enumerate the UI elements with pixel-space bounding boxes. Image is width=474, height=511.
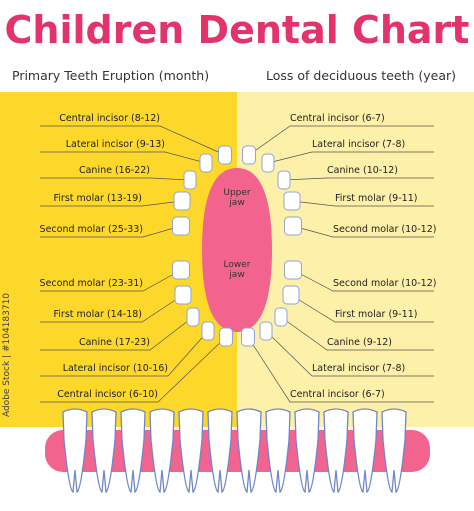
bottom-tooth bbox=[62, 408, 88, 494]
tooth-label: Central incisor (6-7) bbox=[290, 113, 385, 124]
tooth-label: Lateral incisor (10-16) bbox=[62, 363, 168, 374]
leader-line bbox=[280, 316, 434, 351]
leader-line bbox=[248, 125, 434, 156]
leader-line bbox=[283, 177, 434, 181]
leader-line bbox=[40, 316, 194, 351]
leader-line bbox=[247, 336, 434, 403]
tooth-label: Second molar (23-31) bbox=[39, 278, 143, 289]
leader-line bbox=[40, 151, 207, 164]
leader-line bbox=[40, 269, 182, 292]
tooth bbox=[282, 285, 300, 305]
left-panel bbox=[0, 92, 237, 427]
tooth-label: Lateral incisor (7-8) bbox=[312, 363, 406, 374]
leader-line bbox=[40, 330, 209, 377]
bottom-tooth bbox=[381, 408, 407, 494]
leader-line bbox=[40, 200, 183, 207]
tooth bbox=[201, 321, 215, 341]
tooth bbox=[173, 191, 191, 211]
leader-line bbox=[267, 151, 434, 164]
tooth bbox=[274, 307, 288, 327]
left-heading: Primary Teeth Eruption (month) bbox=[12, 68, 210, 83]
bottom-tooth bbox=[294, 408, 320, 494]
tooth bbox=[241, 327, 255, 347]
bottom-tooth bbox=[120, 408, 146, 494]
tooth-label: Central incisor (6-10) bbox=[57, 389, 158, 400]
bottom-tooth bbox=[207, 408, 233, 494]
bottom-tooth bbox=[265, 408, 291, 494]
tooth-label: First molar (13-19) bbox=[53, 193, 142, 204]
tooth-label: Second molar (10-12) bbox=[333, 278, 437, 289]
tooth-label: Canine (9-12) bbox=[327, 337, 392, 348]
leader-line bbox=[40, 177, 191, 181]
tooth-label: Canine (16-22) bbox=[78, 165, 150, 176]
tooth bbox=[199, 153, 213, 173]
tooth-label: Canine (17-23) bbox=[78, 337, 150, 348]
tooth bbox=[172, 260, 190, 280]
bottom-tooth bbox=[323, 408, 349, 494]
leader-line bbox=[290, 294, 434, 323]
tooth-label: Canine (10-12) bbox=[327, 165, 399, 176]
tooth bbox=[183, 170, 197, 190]
tooth-label: First molar (14-18) bbox=[53, 309, 142, 320]
upper-jaw-label: Upper jaw bbox=[223, 188, 251, 208]
lower-jaw-label: Lower jaw bbox=[223, 260, 251, 280]
leader-line bbox=[265, 330, 434, 377]
tooth bbox=[261, 153, 275, 173]
tooth bbox=[284, 260, 302, 280]
tooth bbox=[284, 216, 302, 236]
bottom-tooth bbox=[178, 408, 204, 494]
tooth-label: Second molar (10-12) bbox=[333, 224, 437, 235]
leader-line bbox=[291, 200, 434, 207]
title: Children Dental Chart bbox=[4, 8, 470, 52]
tooth bbox=[218, 145, 232, 165]
bottom-tooth bbox=[149, 408, 175, 494]
right-heading: Loss of deciduous teeth (year) bbox=[266, 68, 457, 83]
leader-line bbox=[40, 294, 184, 323]
leader-line bbox=[40, 125, 226, 156]
right-panel bbox=[237, 92, 474, 427]
tooth bbox=[277, 170, 291, 190]
leader-line bbox=[40, 336, 227, 403]
tooth-label: Lateral incisor (9-13) bbox=[65, 139, 165, 150]
leader-line bbox=[292, 225, 434, 238]
jaw-gum bbox=[202, 168, 272, 332]
tooth bbox=[186, 307, 200, 327]
bottom-tooth bbox=[352, 408, 378, 494]
tooth-label: Second molar (25-33) bbox=[39, 224, 143, 235]
tooth-label: Central incisor (6-7) bbox=[290, 389, 385, 400]
tooth bbox=[259, 321, 273, 341]
tooth bbox=[219, 327, 233, 347]
tooth bbox=[283, 191, 301, 211]
tooth-label: First molar (9-11) bbox=[335, 193, 418, 204]
tooth bbox=[174, 285, 192, 305]
bottom-tooth bbox=[236, 408, 262, 494]
tooth bbox=[242, 145, 256, 165]
bottom-tooth bbox=[91, 408, 117, 494]
leader-line bbox=[40, 225, 182, 238]
tooth-label: First molar (9-11) bbox=[335, 309, 418, 320]
watermark: Adobe Stock | #104183710 bbox=[2, 292, 13, 418]
tooth bbox=[172, 216, 190, 236]
leader-line bbox=[292, 269, 434, 292]
tooth-label: Central incisor (8-12) bbox=[59, 113, 160, 124]
tooth-label: Lateral incisor (7-8) bbox=[312, 139, 406, 150]
